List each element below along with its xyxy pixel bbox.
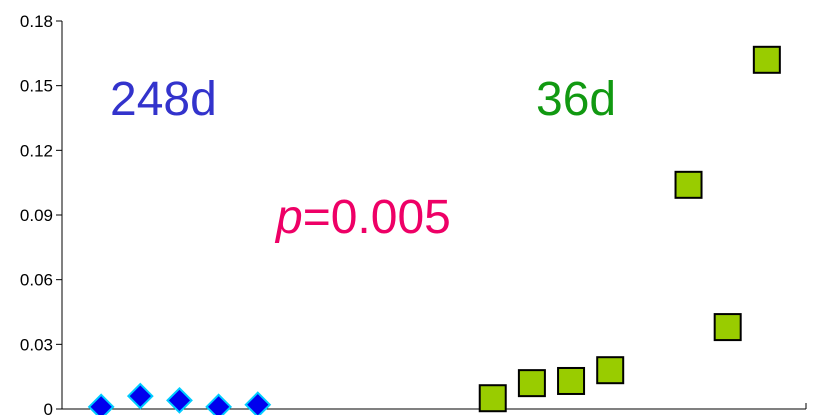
annotation-248d: 248d: [110, 73, 217, 126]
diamond-point: [205, 393, 233, 415]
annotations: 248d 36d p=0.005: [110, 73, 616, 244]
y-tick-label: 0.15: [20, 77, 53, 96]
y-tick-label: 0.09: [20, 206, 53, 225]
square-point: [557, 366, 586, 395]
p-value-text: =0.005: [303, 191, 451, 244]
y-tick-label: 0.18: [20, 12, 53, 31]
diamond-point: [87, 393, 115, 415]
square-point: [674, 170, 703, 199]
y-tick-label: 0.03: [20, 335, 53, 354]
annotation-36d: 36d: [536, 73, 616, 126]
annotation-p-value: p=0.005: [274, 191, 451, 244]
diamond-point: [244, 391, 272, 415]
square-point: [517, 369, 546, 398]
y-tick-label: 0.06: [20, 271, 53, 290]
square-point: [713, 313, 742, 342]
diamond-point: [126, 382, 154, 410]
p-symbol: p: [274, 191, 303, 244]
square-point: [596, 356, 625, 385]
y-tick-label: 0: [44, 400, 53, 415]
y-tick-label: 0.12: [20, 141, 53, 160]
data-points: [87, 45, 781, 415]
square-point: [478, 384, 507, 413]
square-point: [752, 45, 781, 74]
diamond-point: [166, 386, 193, 414]
y-ticks: 0 0.03 0.06 0.09 0.12 0.15 0.18: [20, 12, 62, 415]
